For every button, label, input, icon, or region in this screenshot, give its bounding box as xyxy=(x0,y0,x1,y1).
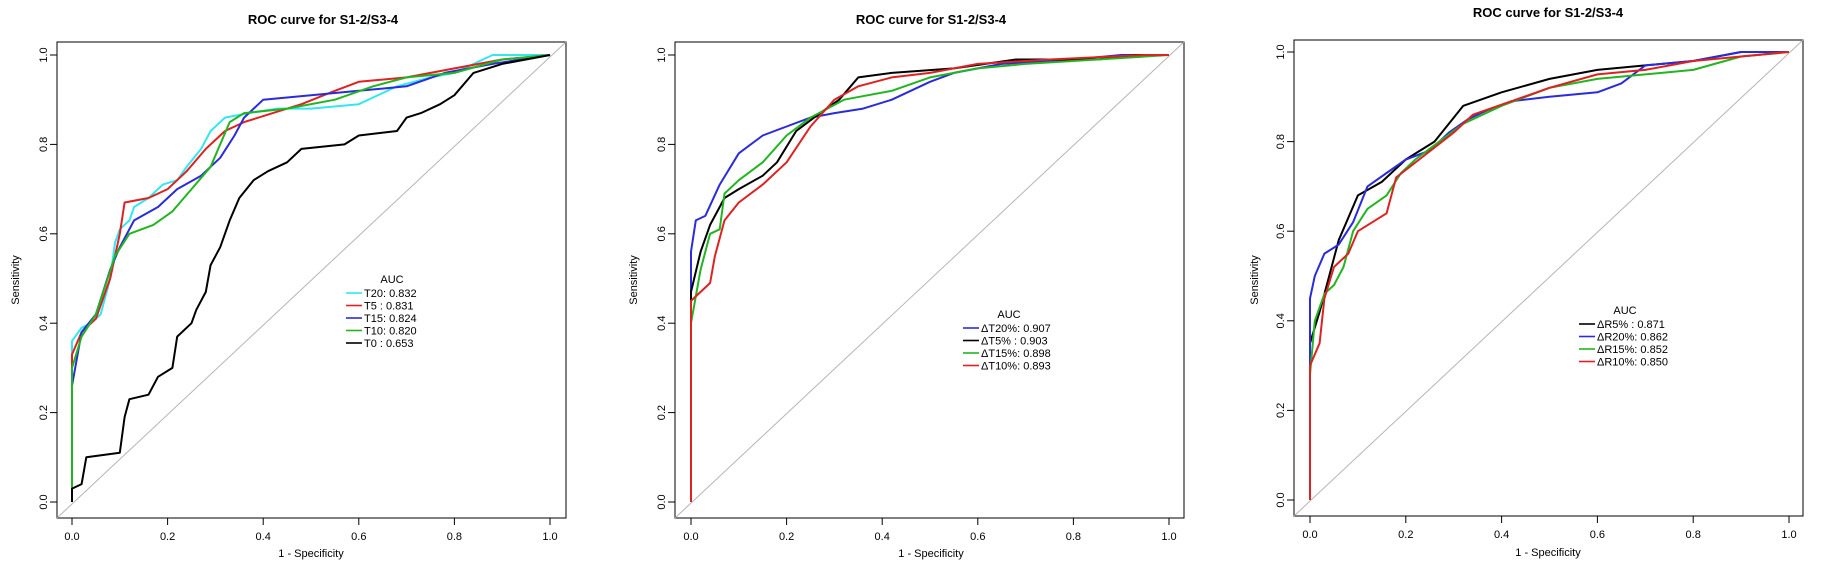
y-tick-label: 1.0 xyxy=(1275,44,1287,59)
legend-entry: ΔR5% : 0.871 xyxy=(1597,319,1665,331)
roc-panel-delta-t: ROC curve for S1-2/S3-4 0.0 0.2 0.4 0.6 0.8 1.… xyxy=(628,12,1185,560)
legend-entry: T20: 0.832 xyxy=(364,288,417,300)
x-axis-label: 1 - Specificity xyxy=(898,548,964,560)
chart-title: ROC curve for S1-2/S3-4 xyxy=(856,12,1007,27)
y-tick-label: 0.2 xyxy=(656,405,668,420)
roc-curve-series-4 xyxy=(1309,51,1790,500)
y-tick-label: 0.2 xyxy=(1275,403,1287,418)
y-tick-label: 0.4 xyxy=(1275,313,1287,328)
x-tick-label: 0.0 xyxy=(1302,529,1317,541)
roc-panel-delta-r: ROC curve for S1-2/S3-4 0.0 0.2 0.4 0.6 0.8 1.… xyxy=(1249,5,1804,559)
roc-panel-t-thresholds: ROC curve for S1-2/S3-4 0.0 0.2 0.4 0.6 0.8 1.… xyxy=(10,12,567,560)
reference-diagonal xyxy=(56,41,567,519)
roc-curve-series-3 xyxy=(71,54,551,502)
x-tick-label: 0.4 xyxy=(256,531,271,543)
x-tick-label: 1.0 xyxy=(542,531,557,543)
legend-entry: ΔR10%: 0.850 xyxy=(1597,357,1668,369)
legend-entry: ΔR20%: 0.862 xyxy=(1597,332,1668,344)
x-tick-label: 0.4 xyxy=(875,531,890,543)
legend-title: AUC xyxy=(997,309,1020,321)
x-tick-label: 0.6 xyxy=(1590,529,1605,541)
y-tick-label: 0.6 xyxy=(1275,224,1287,239)
x-tick-label: 0.0 xyxy=(64,531,79,543)
legend-entry: ΔT5% : 0.903 xyxy=(981,336,1048,348)
x-tick-label: 0.2 xyxy=(1398,529,1413,541)
x-tick-label: 0.2 xyxy=(160,531,175,543)
roc-curve-series-3 xyxy=(1309,51,1790,500)
legend-entry: T0 : 0.653 xyxy=(364,338,414,350)
roc-curve-series-2 xyxy=(690,54,1169,502)
x-tick-label: 1.0 xyxy=(1781,529,1796,541)
roc-curve-series-4 xyxy=(690,54,1169,502)
roc-curve-series-1 xyxy=(690,54,1169,502)
x-tick-label: 0.4 xyxy=(1494,529,1509,541)
y-axis-label: Sensitivity xyxy=(10,255,22,305)
roc-curve-series-3 xyxy=(690,54,1170,502)
y-tick-label: 0.0 xyxy=(656,494,668,509)
y-tick-label: 0.0 xyxy=(1275,492,1287,507)
y-tick-label: 0.8 xyxy=(656,137,668,152)
y-tick-label: 1.0 xyxy=(656,47,668,62)
y-axis-label: Sensitivity xyxy=(628,255,640,305)
y-tick-label: 0.8 xyxy=(1275,134,1287,149)
x-tick-label: 0.8 xyxy=(1686,529,1701,541)
roc-curve-series-5 xyxy=(71,54,551,502)
roc-curve-series-4 xyxy=(71,54,551,502)
roc-curve-series-2 xyxy=(1309,51,1789,500)
roc-curve-series-1 xyxy=(1309,51,1789,500)
x-tick-label: 0.6 xyxy=(351,531,366,543)
legend-entry: ΔT10%: 0.893 xyxy=(981,361,1051,373)
roc-curve-series-1 xyxy=(71,54,550,502)
y-axis-label: Sensitivity xyxy=(1249,255,1261,305)
chart-title: ROC curve for S1-2/S3-4 xyxy=(1473,5,1624,20)
y-tick-label: 0.4 xyxy=(38,316,50,331)
y-tick-label: 0.8 xyxy=(38,137,50,152)
legend-entry: T10: 0.820 xyxy=(364,326,417,338)
x-tick-label: 0.6 xyxy=(970,531,985,543)
x-axis-label: 1 - Specificity xyxy=(278,548,344,560)
y-tick-label: 1.0 xyxy=(38,47,50,62)
legend-entry: ΔR15%: 0.852 xyxy=(1597,344,1668,356)
x-tick-label: 0.2 xyxy=(779,531,794,543)
roc-curve-series-2 xyxy=(71,54,551,502)
legend-title: AUC xyxy=(1613,305,1636,317)
reference-diagonal xyxy=(1293,39,1804,517)
legend-entry: ΔT20%: 0.907 xyxy=(981,323,1051,335)
x-tick-label: 0.8 xyxy=(1066,531,1081,543)
reference-diagonal xyxy=(674,41,1185,519)
legend-entry: ΔT15%: 0.898 xyxy=(981,348,1051,360)
y-tick-label: 0.2 xyxy=(38,405,50,420)
x-tick-label: 0.0 xyxy=(683,531,698,543)
x-tick-label: 1.0 xyxy=(1161,531,1176,543)
y-tick-label: 0.6 xyxy=(38,226,50,241)
legend-entry: T5 : 0.831 xyxy=(364,301,414,313)
x-axis-label: 1 - Specificity xyxy=(1515,547,1581,559)
x-tick-label: 0.8 xyxy=(447,531,462,543)
legend-entry: T15: 0.824 xyxy=(364,313,417,325)
y-tick-label: 0.0 xyxy=(38,494,50,509)
y-tick-label: 0.4 xyxy=(656,316,668,331)
chart-title: ROC curve for S1-2/S3-4 xyxy=(248,12,399,27)
y-tick-label: 0.6 xyxy=(656,226,668,241)
legend-title: AUC xyxy=(380,274,403,286)
